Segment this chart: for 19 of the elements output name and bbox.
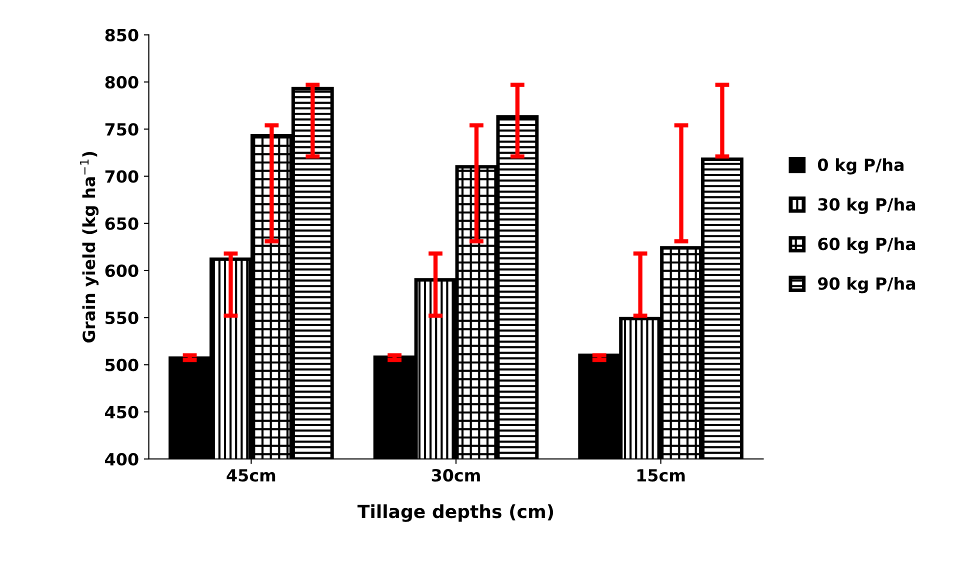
legend-label: 0 kg P/ha — [818, 158, 904, 174]
x-axis-title: Tillage depths (cm) — [358, 504, 554, 522]
legend-label: 90 kg P/ha — [818, 276, 916, 294]
y-tick-label: 450 — [105, 406, 138, 418]
y-tick-label: 650 — [105, 217, 138, 230]
y-tick-label: 500 — [106, 358, 138, 372]
y-tick-label: 400 — [105, 452, 138, 466]
x-tick-label: 15cm — [637, 469, 685, 482]
legend-label: 60 kg P/ha — [818, 237, 916, 254]
y-tick-label: 800 — [105, 76, 138, 89]
y-axis-title: Grain yield (kg ha$^{−1}$) — [80, 152, 99, 343]
y-tick-label: 850 — [105, 28, 138, 42]
x-tick-label: 45cm — [226, 469, 276, 482]
y-tick-label: 750 — [105, 123, 138, 136]
y-tick-label: 700 — [105, 170, 138, 183]
x-tick-label: 30cm — [432, 469, 480, 482]
y-tick-label: 600 — [105, 264, 138, 278]
legend-label: 30 kg P/ha — [818, 198, 916, 214]
y-tick-label: 550 — [106, 312, 138, 324]
